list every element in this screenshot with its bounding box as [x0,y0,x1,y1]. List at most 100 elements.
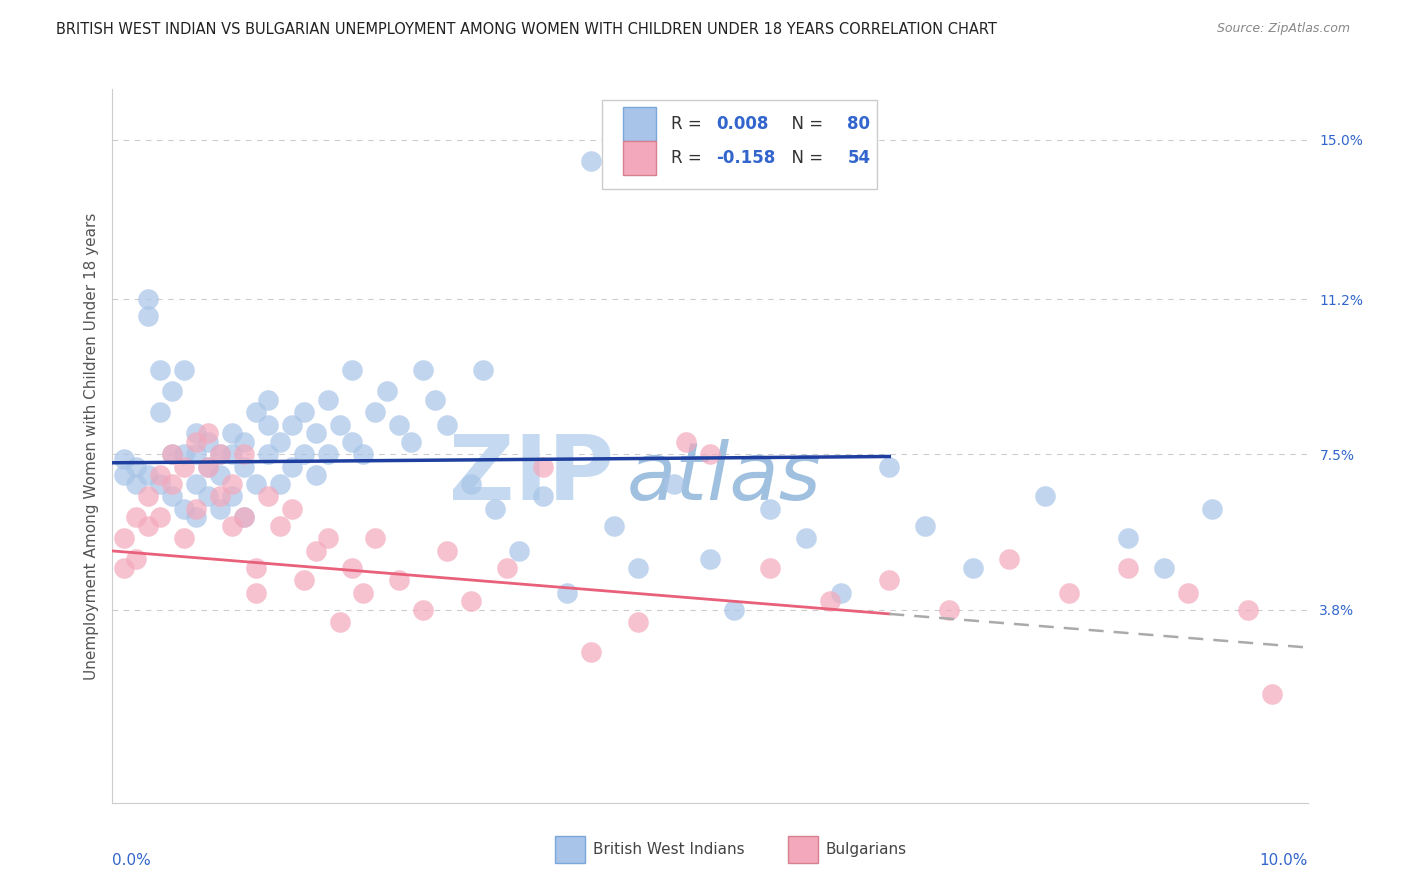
Text: Bulgarians: Bulgarians [825,842,907,856]
Point [149,510,172,524]
Point [914,518,936,533]
Bar [623,107,657,141]
Point [531,489,554,503]
Point [197,426,219,441]
Point [125,460,148,475]
Point [353,586,375,600]
Point [412,603,434,617]
Point [1201,502,1223,516]
Bar [554,837,585,863]
Point [1118,532,1140,546]
Point [818,594,841,608]
Point [316,447,339,461]
Point [245,476,267,491]
Point [794,532,817,546]
Text: 80: 80 [848,115,870,133]
Point [173,532,195,546]
Point [257,417,280,432]
Bar [623,141,657,175]
Point [292,447,315,461]
Text: 0.0%: 0.0% [112,853,152,868]
Point [962,560,984,574]
Point [125,476,148,491]
Point [125,552,148,566]
Point [221,518,243,533]
Point [496,560,519,574]
Point [221,426,243,441]
Point [292,405,315,419]
Point [197,460,219,475]
Text: N =: N = [780,115,828,133]
Point [233,460,256,475]
Point [149,405,172,419]
Point [364,405,387,419]
Point [1153,560,1175,574]
Point [149,468,172,483]
Text: Source: ZipAtlas.com: Source: ZipAtlas.com [1216,22,1350,36]
Text: R =: R = [671,115,707,133]
Point [233,434,256,449]
Point [162,384,183,399]
Point [1033,489,1056,503]
Point [305,544,328,558]
Point [281,502,304,516]
Point [388,574,411,588]
Text: 54: 54 [848,149,870,167]
Text: N =: N = [780,149,828,167]
Point [664,476,686,491]
Point [186,447,208,461]
Point [245,560,267,574]
Point [508,544,530,558]
Text: BRITISH WEST INDIAN VS BULGARIAN UNEMPLOYMENT AMONG WOMEN WITH CHILDREN UNDER 18: BRITISH WEST INDIAN VS BULGARIAN UNEMPLO… [56,22,997,37]
Point [125,510,148,524]
Point [460,476,482,491]
Point [114,451,135,466]
Point [245,405,267,419]
Point [436,417,458,432]
Point [138,489,160,503]
Point [186,510,208,524]
Point [269,518,291,533]
Point [460,594,482,608]
Point [292,574,315,588]
Point [186,502,208,516]
Point [938,603,960,617]
Point [675,434,697,449]
Point [162,476,183,491]
Y-axis label: Unemployment Among Women with Children Under 18 years: Unemployment Among Women with Children U… [83,212,98,680]
Point [209,489,232,503]
Point [173,363,195,377]
Point [316,392,339,407]
Point [257,447,280,461]
Point [233,510,256,524]
Point [831,586,853,600]
Point [377,384,399,399]
Point [233,447,256,461]
Point [879,460,901,475]
Text: R =: R = [671,149,707,167]
Point [233,510,256,524]
Point [221,476,243,491]
Point [364,532,387,546]
Point [879,574,901,588]
Point [579,645,602,659]
Point [186,434,208,449]
Point [555,586,578,600]
Point [425,392,447,407]
Point [186,426,208,441]
Point [340,434,363,449]
Point [197,434,219,449]
Point [162,447,183,461]
Point [269,434,291,449]
Point [1118,560,1140,574]
Point [316,532,339,546]
Point [186,476,208,491]
Point [340,560,363,574]
Point [627,615,650,630]
Point [209,447,232,461]
Point [603,518,626,533]
Point [436,544,458,558]
Point [412,363,434,377]
Point [257,489,280,503]
Point [1261,687,1284,701]
